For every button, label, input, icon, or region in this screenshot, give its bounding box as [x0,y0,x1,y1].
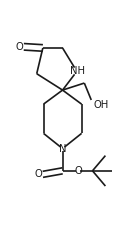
Text: O: O [34,169,42,179]
Text: O: O [74,166,82,176]
Text: OH: OH [94,100,109,110]
Text: O: O [15,42,23,52]
Text: N: N [59,144,66,154]
Text: NH: NH [70,66,85,76]
